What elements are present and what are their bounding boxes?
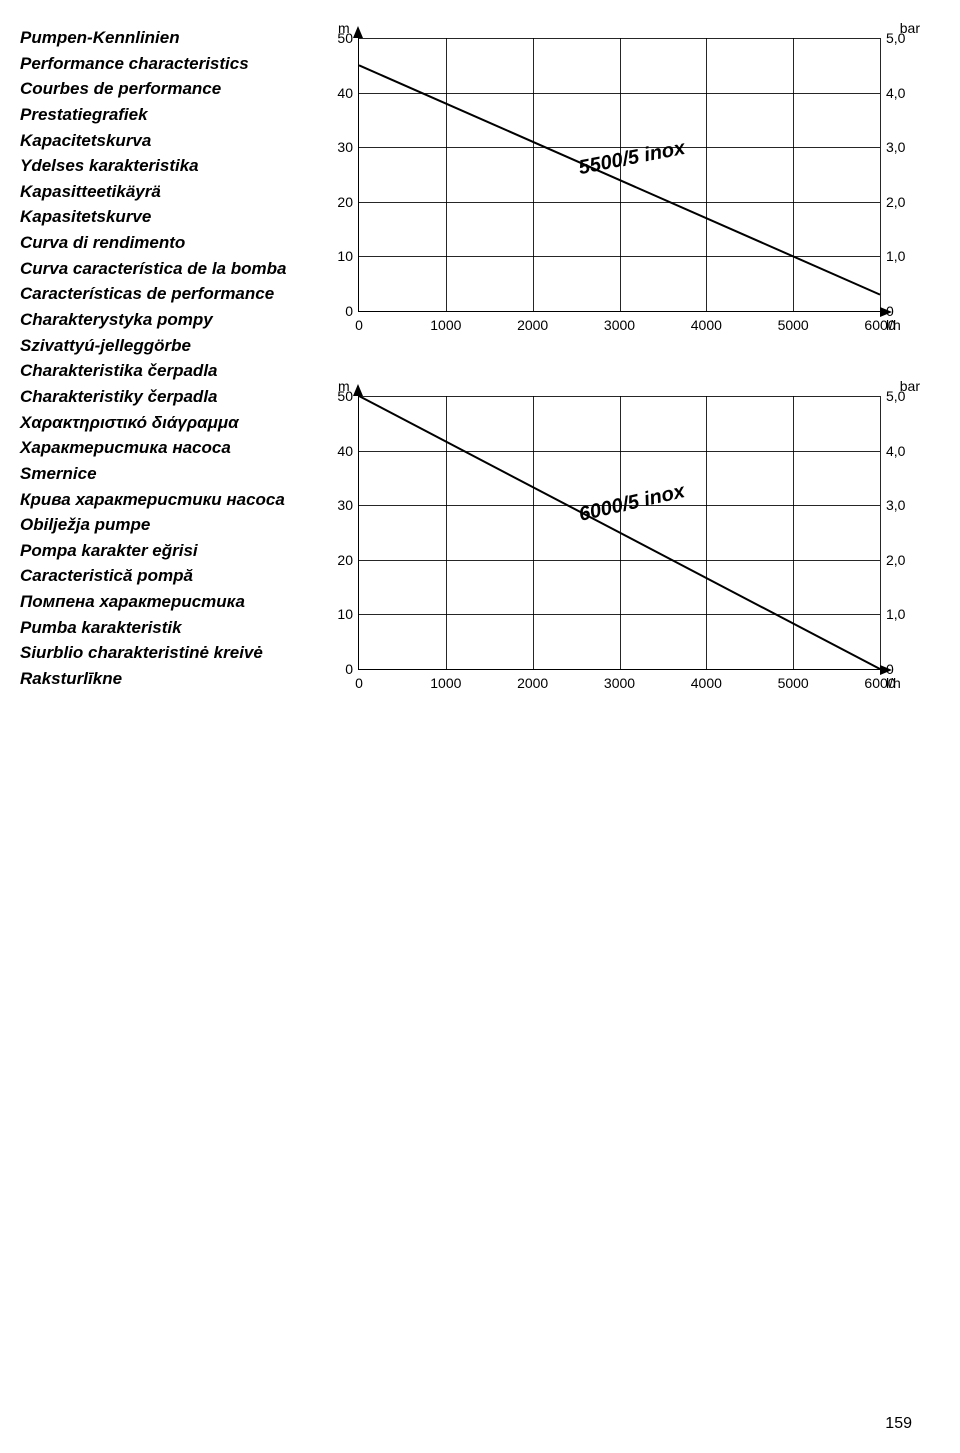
legend-item: Pumpen-Kennlinien [20, 26, 300, 51]
pump-chart: mbar0100020003000400050006000l/h01020304… [310, 20, 920, 340]
legend-item: Kapasitteetikäyrä [20, 180, 300, 205]
x-tick-label: 3000 [604, 317, 635, 333]
y-left-tick-label: 40 [313, 85, 353, 101]
y-right-tick-label: 3,0 [886, 139, 920, 155]
y-left-tick-label: 30 [313, 139, 353, 155]
gridline-vertical [880, 38, 881, 311]
legend-item: Charakterystyka pompy [20, 308, 300, 333]
x-tick-label: 0 [355, 317, 363, 333]
y-right-tick-label: 1,0 [886, 606, 920, 622]
legend-item: Obilježja pumpe [20, 513, 300, 538]
legend-item: Характеристика насоса [20, 436, 300, 461]
legend-item: Raksturlīkne [20, 667, 300, 692]
y-left-tick-label: 10 [313, 248, 353, 264]
y-axis-arrow-icon [353, 26, 363, 38]
y-left-tick-label: 10 [313, 606, 353, 622]
y-right-tick-label: 2,0 [886, 552, 920, 568]
y-right-tick-label: 4,0 [886, 443, 920, 459]
x-tick-label: 1000 [430, 675, 461, 691]
y-right-tick-label: 3,0 [886, 497, 920, 513]
y-left-tick-label: 50 [313, 388, 353, 404]
y-axis-arrow-icon [353, 384, 363, 396]
y-left-tick-label: 30 [313, 497, 353, 513]
x-tick-label: 2000 [517, 675, 548, 691]
legend-item: Kapacitetskurva [20, 129, 300, 154]
page: Pumpen-KennlinienPerformance characteris… [0, 0, 960, 1453]
x-tick-label: 4000 [691, 317, 722, 333]
x-tick-label: 5000 [778, 675, 809, 691]
y-right-tick-label: 1,0 [886, 248, 920, 264]
legend-item: Pompa karakter eğrisi [20, 539, 300, 564]
y-right-tick-label: 5,0 [886, 30, 920, 46]
x-tick-label: 3000 [604, 675, 635, 691]
y-left-tick-label: 40 [313, 443, 353, 459]
legend-item: Charakteristika čerpadla [20, 359, 300, 384]
legend-list: Pumpen-KennlinienPerformance characteris… [20, 20, 300, 698]
x-axis-arrow-icon [880, 307, 892, 317]
columns: Pumpen-KennlinienPerformance characteris… [20, 20, 920, 698]
x-tick-label: 5000 [778, 317, 809, 333]
y-right-tick-label: 4,0 [886, 85, 920, 101]
legend-item: Pumba karakteristik [20, 616, 300, 641]
x-axis-arrow-icon [880, 665, 892, 675]
x-tick-label: 1000 [430, 317, 461, 333]
legend-item: Prestatiegrafiek [20, 103, 300, 128]
curve-line [359, 396, 880, 669]
x-tick-label: 4000 [691, 675, 722, 691]
pump-chart: mbar0100020003000400050006000l/h01020304… [310, 378, 920, 698]
y-left-tick-label: 50 [313, 30, 353, 46]
x-tick-label: 0 [355, 675, 363, 691]
legend-item: Performance characteristics [20, 52, 300, 77]
y-left-tick-label: 20 [313, 194, 353, 210]
curve-line [359, 38, 880, 311]
plot-area: 0100020003000400050006000l/h010203040500… [358, 396, 880, 670]
legend-item: Charakteristiky čerpadla [20, 385, 300, 410]
legend-item: Szivattyú-jelleggörbe [20, 334, 300, 359]
y-right-tick-label: 5,0 [886, 388, 920, 404]
x-tick-label: 2000 [517, 317, 548, 333]
legend-item: Curva característica de la bomba [20, 257, 300, 282]
legend-item: Courbes de performance [20, 77, 300, 102]
legend-item: Ydelses karakteristika [20, 154, 300, 179]
y-right-tick-label: 2,0 [886, 194, 920, 210]
legend-item: Помпена характеристика [20, 590, 300, 615]
legend-item: Smernice [20, 462, 300, 487]
x-unit: l/h [886, 675, 901, 691]
legend-item: Caracteristică pompă [20, 564, 300, 589]
y-left-tick-label: 20 [313, 552, 353, 568]
legend-item: Крива характеристики насоса [20, 488, 300, 513]
y-left-tick-label: 0 [313, 661, 353, 677]
y-left-tick-label: 0 [313, 303, 353, 319]
legend-item: Siurblio charakteristinė kreivė [20, 641, 300, 666]
legend-item: Kapasitetskurve [20, 205, 300, 230]
page-number: 159 [885, 1415, 912, 1433]
plot-area: 0100020003000400050006000l/h010203040500… [358, 38, 880, 312]
legend-item: Χαρακτηριστικό διάγραμμα [20, 411, 300, 436]
legend-item: Características de performance [20, 282, 300, 307]
x-unit: l/h [886, 317, 901, 333]
legend-item: Curva di rendimento [20, 231, 300, 256]
gridline-vertical [880, 396, 881, 669]
charts-container: mbar0100020003000400050006000l/h01020304… [310, 20, 920, 698]
